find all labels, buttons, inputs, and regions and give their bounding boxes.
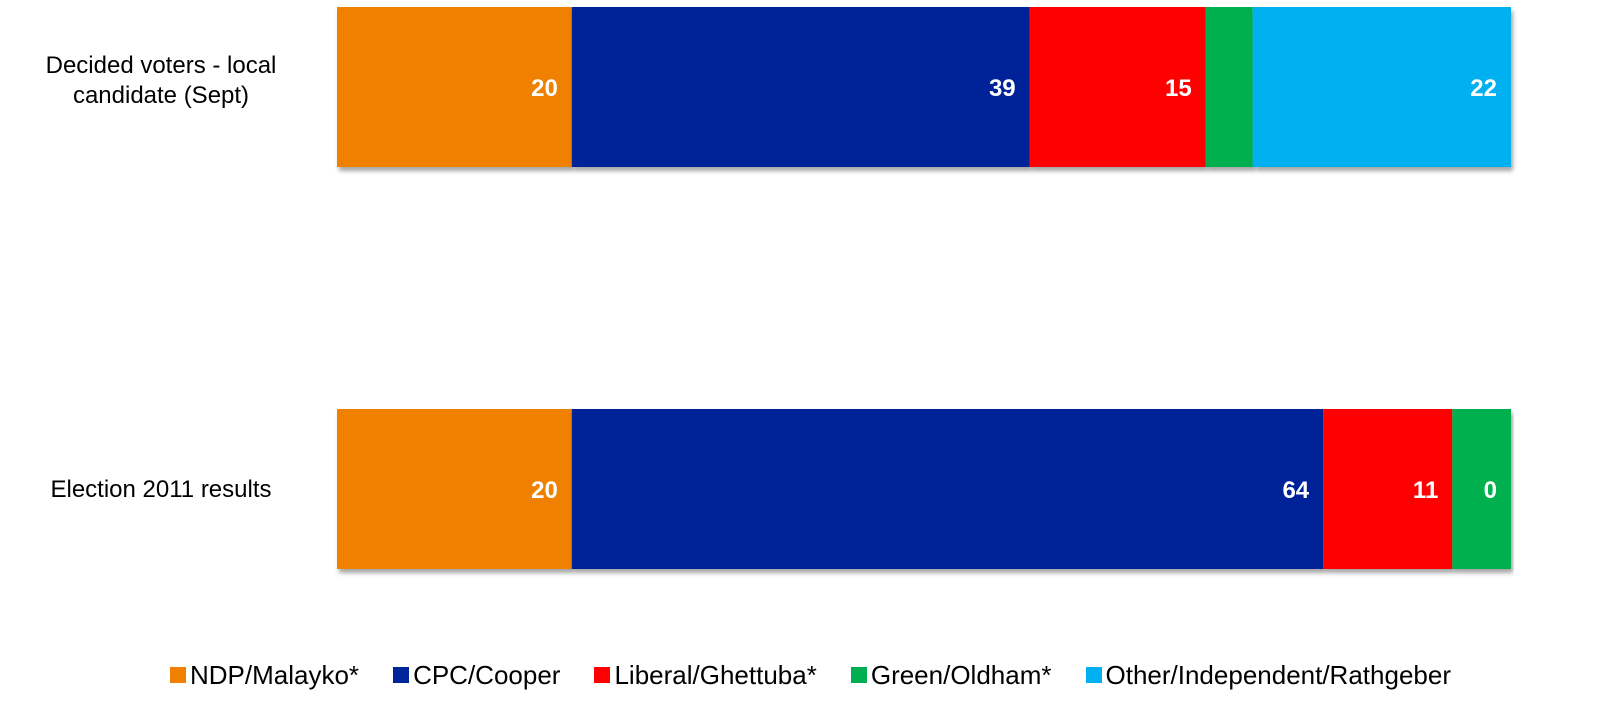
bar-decided-voters-ndp [337,7,572,167]
legend-swatch-ndp [170,667,186,683]
legend-label-green: Green/Oldham* [870,659,1052,690]
data-label-decided-voters-cpc: 39 [989,75,1016,102]
legend-label-cpc: CPC/Cooper [413,659,561,690]
legend-swatch-cpc [393,667,410,683]
bar-decided-voters-liberal [1029,7,1206,167]
legend-item-cpc: CPC/Cooper [393,660,560,691]
data-label-decided-voters-ndp: 20 [531,75,558,102]
category-label-election-2011: Election 2011 results [50,476,272,503]
data-label-decided-voters-liberal: 15 [1165,75,1192,102]
data-label-election-2011-ndp: 20 [531,477,558,504]
legend-swatch-green [850,667,867,683]
data-label-election-2011-green: 0 [1484,477,1497,504]
bar-decided-voters-green [1205,7,1253,167]
legend-label-ndp: NDP/Malayko* [190,659,360,690]
data-label-election-2011-liberal: 11 [1413,477,1438,504]
bar-decided-voters-other [1252,7,1511,167]
category-label-decided-voters: Decided voters - local candidate (Sept) [45,52,277,109]
legend-label-other: Other/Independent/Rathgeber [1105,659,1451,690]
bar-decided-voters-cpc [571,7,1030,167]
legend: NDP/Malayko* CPC/Cooper Liberal/Ghettuba… [0,655,1621,695]
legend-swatch-other [1085,667,1102,683]
bar-election-2011-green [1452,409,1511,569]
bar-election-2011-cpc [571,409,1324,569]
legend-swatch-liberal [594,667,611,683]
legend-item-ndp: NDP/Malayko* [170,660,359,691]
bar-election-2011-ndp [337,409,572,569]
data-label-election-2011-cpc: 64 [1282,477,1309,504]
legend-item-green: Green/Oldham* [850,659,1052,691]
legend-item-other: Other/Independent/Rathgeber [1085,659,1451,691]
bars-group [337,7,1511,569]
legend-item-liberal: Liberal/Ghettuba* [594,659,817,691]
legend-label-liberal: Liberal/Ghettuba* [614,659,817,690]
bar-election-2011-liberal [1323,409,1453,569]
data-labels-group: 20 39 15 22 20 64 11 0 [531,75,1497,504]
data-label-decided-voters-other: 22 [1470,75,1497,102]
